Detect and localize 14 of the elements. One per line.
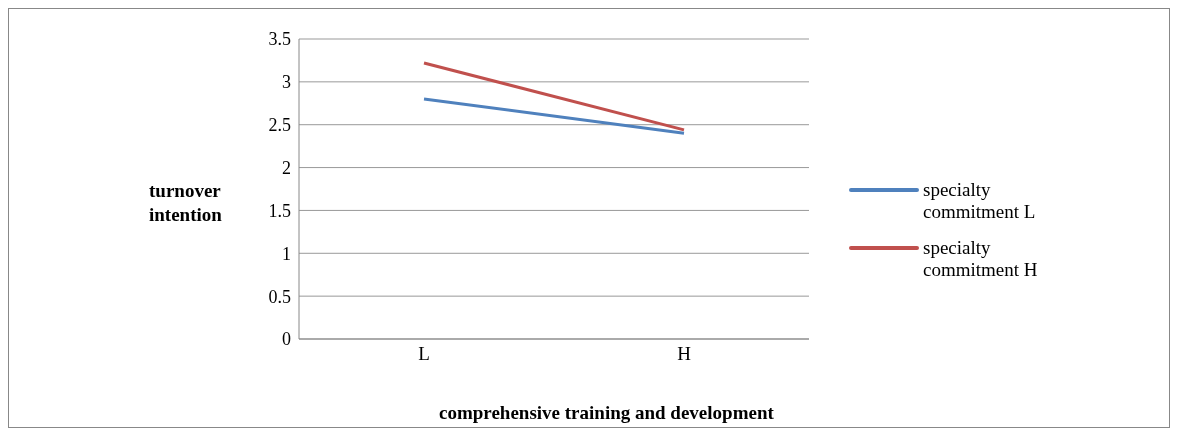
y-tick-label: 0.5	[268, 286, 291, 307]
y-tick-label: 3	[282, 72, 291, 93]
legend-label: specialty commitment H	[923, 237, 1039, 281]
y-tick-label: 0	[282, 329, 291, 350]
x-tick-label: H	[677, 343, 692, 365]
y-tick-label: 2	[282, 157, 291, 178]
y-tick-label: 3.5	[268, 29, 291, 50]
x-axis-title: comprehensive training and development	[439, 402, 774, 424]
y-axis-title: turnover intention	[149, 179, 223, 227]
x-tick-label: L	[418, 343, 430, 365]
y-tick-label: 1	[282, 243, 291, 264]
y-tick-label: 2.5	[268, 115, 291, 136]
y-tick-label: 1.5	[268, 200, 291, 221]
legend-label: specialty commitment L	[923, 179, 1037, 223]
